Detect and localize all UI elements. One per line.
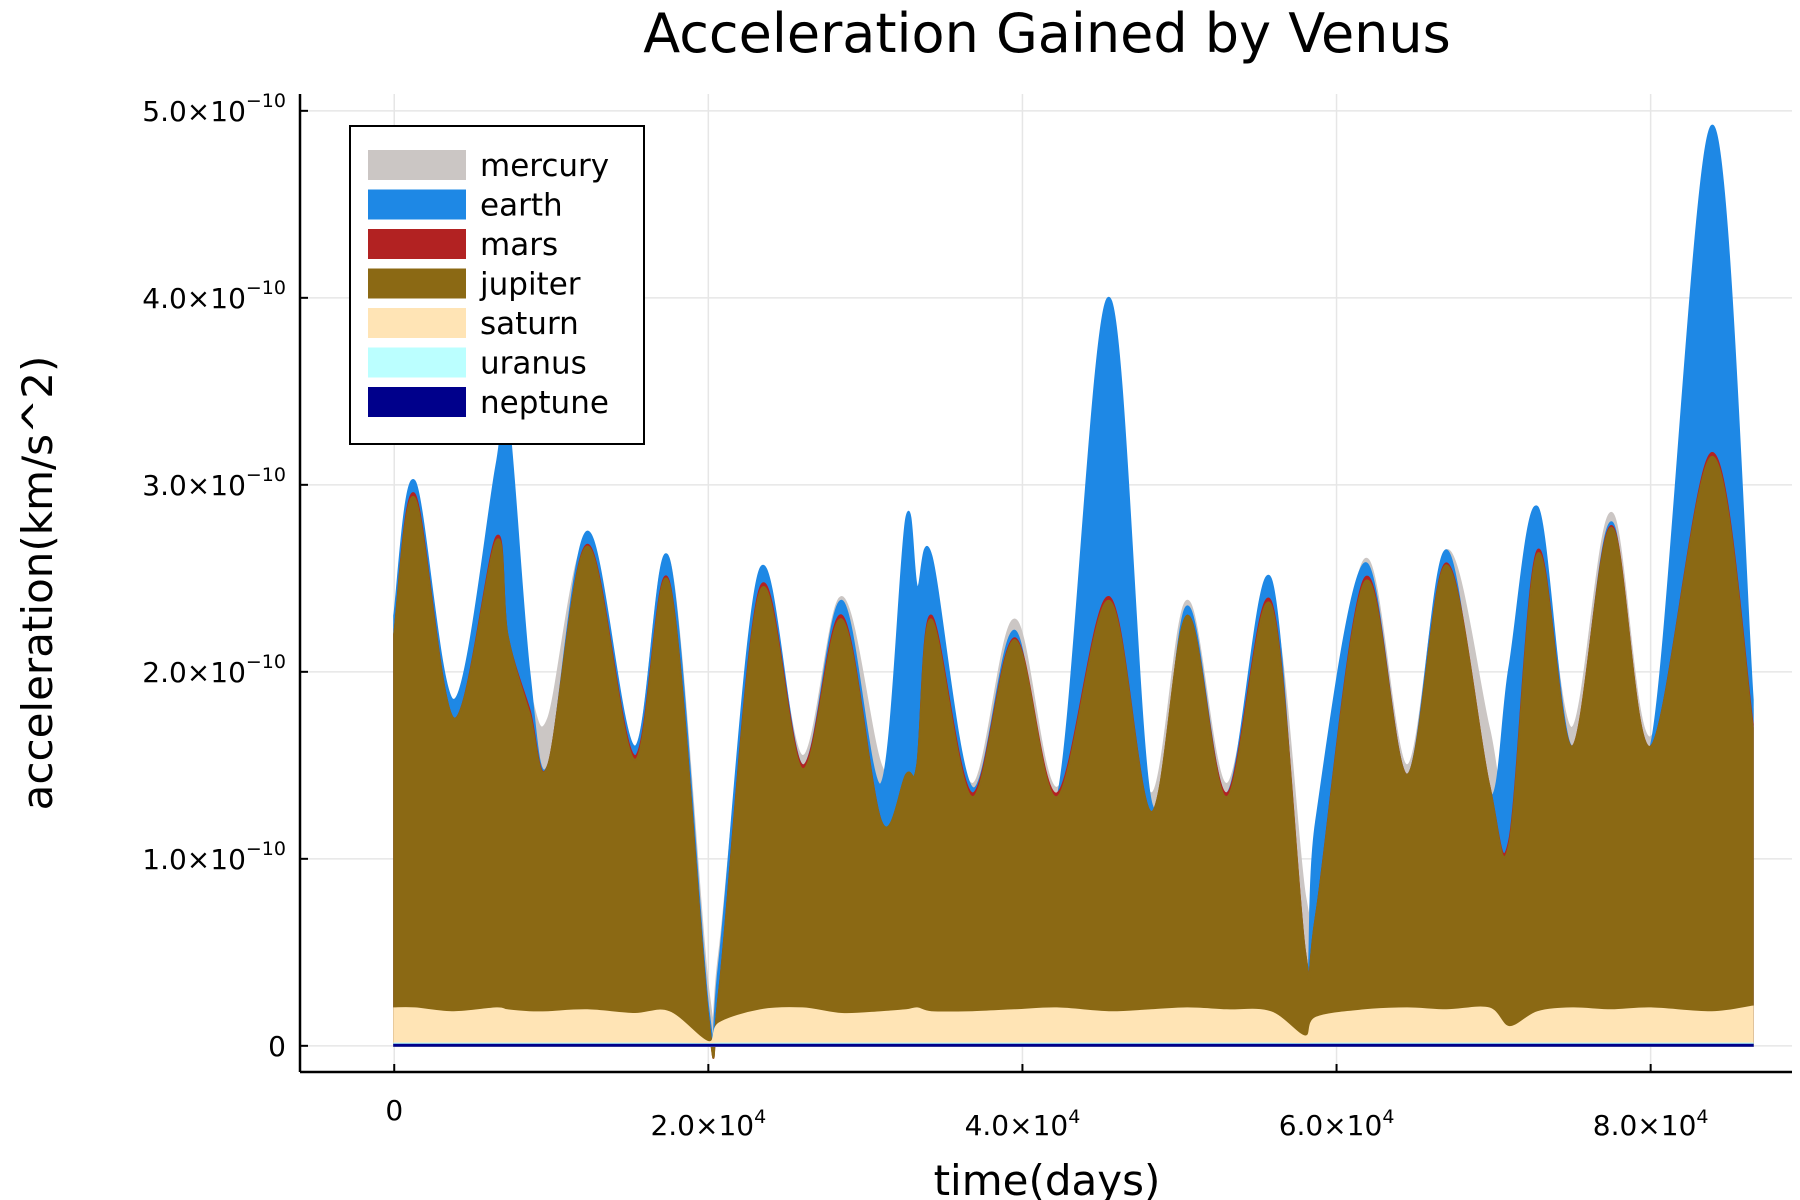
legend-swatch-neptune (368, 387, 466, 417)
chart-title: Acceleration Gained by Venus (643, 2, 1451, 65)
legend-swatch-mars (368, 229, 466, 259)
y-tick-label-0: 0 (268, 1030, 286, 1063)
legend-swatch-jupiter (368, 268, 466, 299)
legend-swatch-mercury (368, 150, 466, 180)
legend-label-neptune: neptune (480, 385, 609, 421)
area-saturn (393, 1005, 1754, 1047)
legend-label-earth: earth (480, 188, 563, 224)
axes (298, 94, 1792, 1074)
legend-label-mars: mars (480, 227, 558, 263)
legend-swatch-saturn (368, 308, 466, 338)
legend-label-jupiter: jupiter (479, 267, 581, 303)
x-tick-label-2: 4.0×104 (965, 1106, 1081, 1142)
y-tick-label-4: 4.0×10−10 (142, 277, 286, 315)
y-axis-label: acceleration(km/s^2) (13, 356, 62, 811)
x-ticks: 0 2.0×104 4.0×104 6.0×104 8.0×104 (385, 1064, 1709, 1142)
legend-label-saturn: saturn (480, 306, 579, 342)
legend-swatch-earth (368, 189, 466, 220)
x-tick-label-4: 8.0×104 (1593, 1106, 1709, 1142)
legend-label-mercury: mercury (480, 148, 609, 184)
legend-label-uranus: uranus (480, 346, 587, 382)
area-jupiter (393, 455, 1754, 1059)
area-neptune (393, 1043, 1754, 1047)
series-areas (393, 124, 1754, 1059)
grid (300, 94, 1792, 1072)
x-axis-label: time(days) (934, 1156, 1161, 1200)
x-tick-label-1: 2.0×104 (650, 1106, 766, 1142)
legend-swatch-uranus (368, 347, 466, 378)
x-tick-label-3: 6.0×104 (1279, 1106, 1395, 1142)
x-tick-label-0: 0 (385, 1094, 403, 1127)
